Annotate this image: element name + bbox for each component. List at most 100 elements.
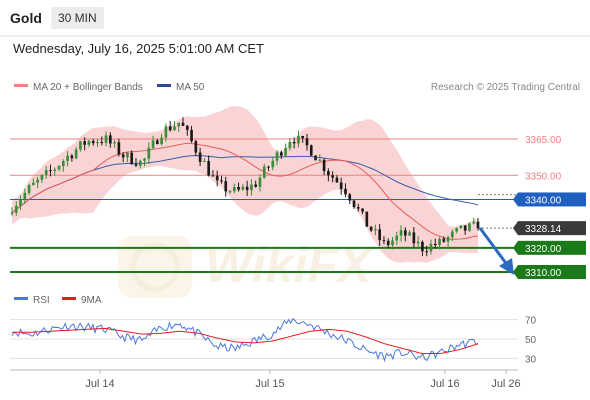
candle xyxy=(70,153,74,162)
candle xyxy=(361,208,364,215)
candle-body xyxy=(459,225,463,229)
candle-body xyxy=(254,184,258,187)
bollinger-bands xyxy=(12,106,478,263)
candle xyxy=(472,217,476,225)
level-label-pointer-3328.14 xyxy=(513,221,518,236)
candle xyxy=(109,132,112,148)
candle xyxy=(348,193,352,205)
x-axis: Jul 14 Jul 15 Jul 16 Jul 26 xyxy=(85,370,521,390)
rsi-tick-70: 70 xyxy=(525,316,537,327)
candle xyxy=(134,158,138,168)
candle-body xyxy=(356,207,360,209)
candle xyxy=(322,158,326,176)
candle xyxy=(66,151,69,167)
candle-body xyxy=(421,241,424,252)
rsi-tick-30: 30 xyxy=(525,354,537,365)
level-label-pointer-3340.00 xyxy=(513,192,518,207)
candle xyxy=(314,155,317,161)
candle-body xyxy=(429,243,433,252)
candle-body xyxy=(237,186,240,190)
candle-body xyxy=(160,137,163,145)
candle-body xyxy=(322,159,326,172)
candle-body xyxy=(438,238,441,246)
timeframe-badge[interactable]: 30 MIN xyxy=(51,7,104,29)
candle-body xyxy=(49,170,52,172)
candle-body xyxy=(382,240,386,242)
candle-body xyxy=(365,211,369,227)
level-label-3340.00: 3340.00 xyxy=(525,195,562,206)
candle xyxy=(224,176,228,197)
candle xyxy=(36,176,39,189)
candle-body xyxy=(344,188,347,195)
candle xyxy=(14,201,18,216)
forecast-arrow xyxy=(478,227,514,275)
candle-body xyxy=(280,152,283,156)
candle-body xyxy=(143,158,146,161)
candle-body xyxy=(297,135,300,144)
ma9-legend-label: 9MA xyxy=(81,295,102,306)
rsi-legend: RSI 9MA xyxy=(14,295,102,306)
research-credit: Research © 2025 Trading Central xyxy=(431,82,580,93)
candle-body xyxy=(331,175,334,178)
candle-body xyxy=(66,155,69,161)
candle-body xyxy=(173,126,176,131)
candle-body xyxy=(327,171,330,176)
candle xyxy=(113,139,116,148)
candle-body xyxy=(57,166,61,170)
candle-body xyxy=(181,122,185,126)
candle xyxy=(284,143,287,158)
ma50-legend-swatch xyxy=(157,84,171,87)
rsi-tick-50: 50 xyxy=(525,335,537,346)
candle xyxy=(143,157,146,167)
candle-body xyxy=(262,166,266,178)
candle xyxy=(433,238,437,249)
candle-body xyxy=(27,185,31,193)
candle-body xyxy=(203,161,206,163)
candle xyxy=(19,195,22,211)
candle xyxy=(459,225,463,229)
forecast-arrow-shaft xyxy=(478,227,510,267)
candle-body xyxy=(53,169,57,171)
candle xyxy=(288,138,292,151)
candle xyxy=(399,225,403,242)
ma20-legend-label: MA 20 + Bollinger Bands xyxy=(33,82,143,93)
candle xyxy=(455,227,458,234)
x-tick-label-jul-15: Jul 15 xyxy=(255,378,284,390)
candle-body xyxy=(109,135,112,144)
candle xyxy=(335,175,339,183)
candle xyxy=(117,138,121,157)
candle-body xyxy=(44,170,48,175)
candle-body xyxy=(70,155,74,159)
bollinger-band-fill xyxy=(12,106,478,263)
candle xyxy=(232,183,236,194)
candle xyxy=(203,158,206,163)
candle-body xyxy=(408,232,411,236)
candle-body xyxy=(113,142,116,144)
candle-body xyxy=(455,228,458,232)
candle xyxy=(91,138,95,146)
ma20-legend-swatch xyxy=(14,84,28,87)
candle xyxy=(408,230,411,237)
candle xyxy=(412,227,416,248)
candle-body xyxy=(284,147,287,156)
candle xyxy=(211,170,215,177)
candle-body xyxy=(232,186,236,192)
watermark-text: WikiFX xyxy=(205,237,374,293)
candle xyxy=(57,165,61,172)
price-labels: 3365.00 3350.00 3340.00 3328.14 3320.00 3310.… xyxy=(513,135,586,279)
candle-body xyxy=(386,240,390,246)
candle-body xyxy=(476,221,480,229)
candle-body xyxy=(130,152,134,165)
candle-body xyxy=(207,161,210,176)
candle xyxy=(87,139,91,148)
candle-body xyxy=(275,152,279,161)
main-legend: MA 20 + Bollinger Bands MA 50 Research ©… xyxy=(14,82,580,93)
candle xyxy=(369,226,373,232)
candle-body xyxy=(147,147,151,159)
candle xyxy=(463,225,467,235)
candle-body xyxy=(314,155,317,161)
candle xyxy=(40,174,44,183)
candle-body xyxy=(224,181,228,192)
candle xyxy=(198,147,202,167)
candle-body xyxy=(339,182,343,189)
